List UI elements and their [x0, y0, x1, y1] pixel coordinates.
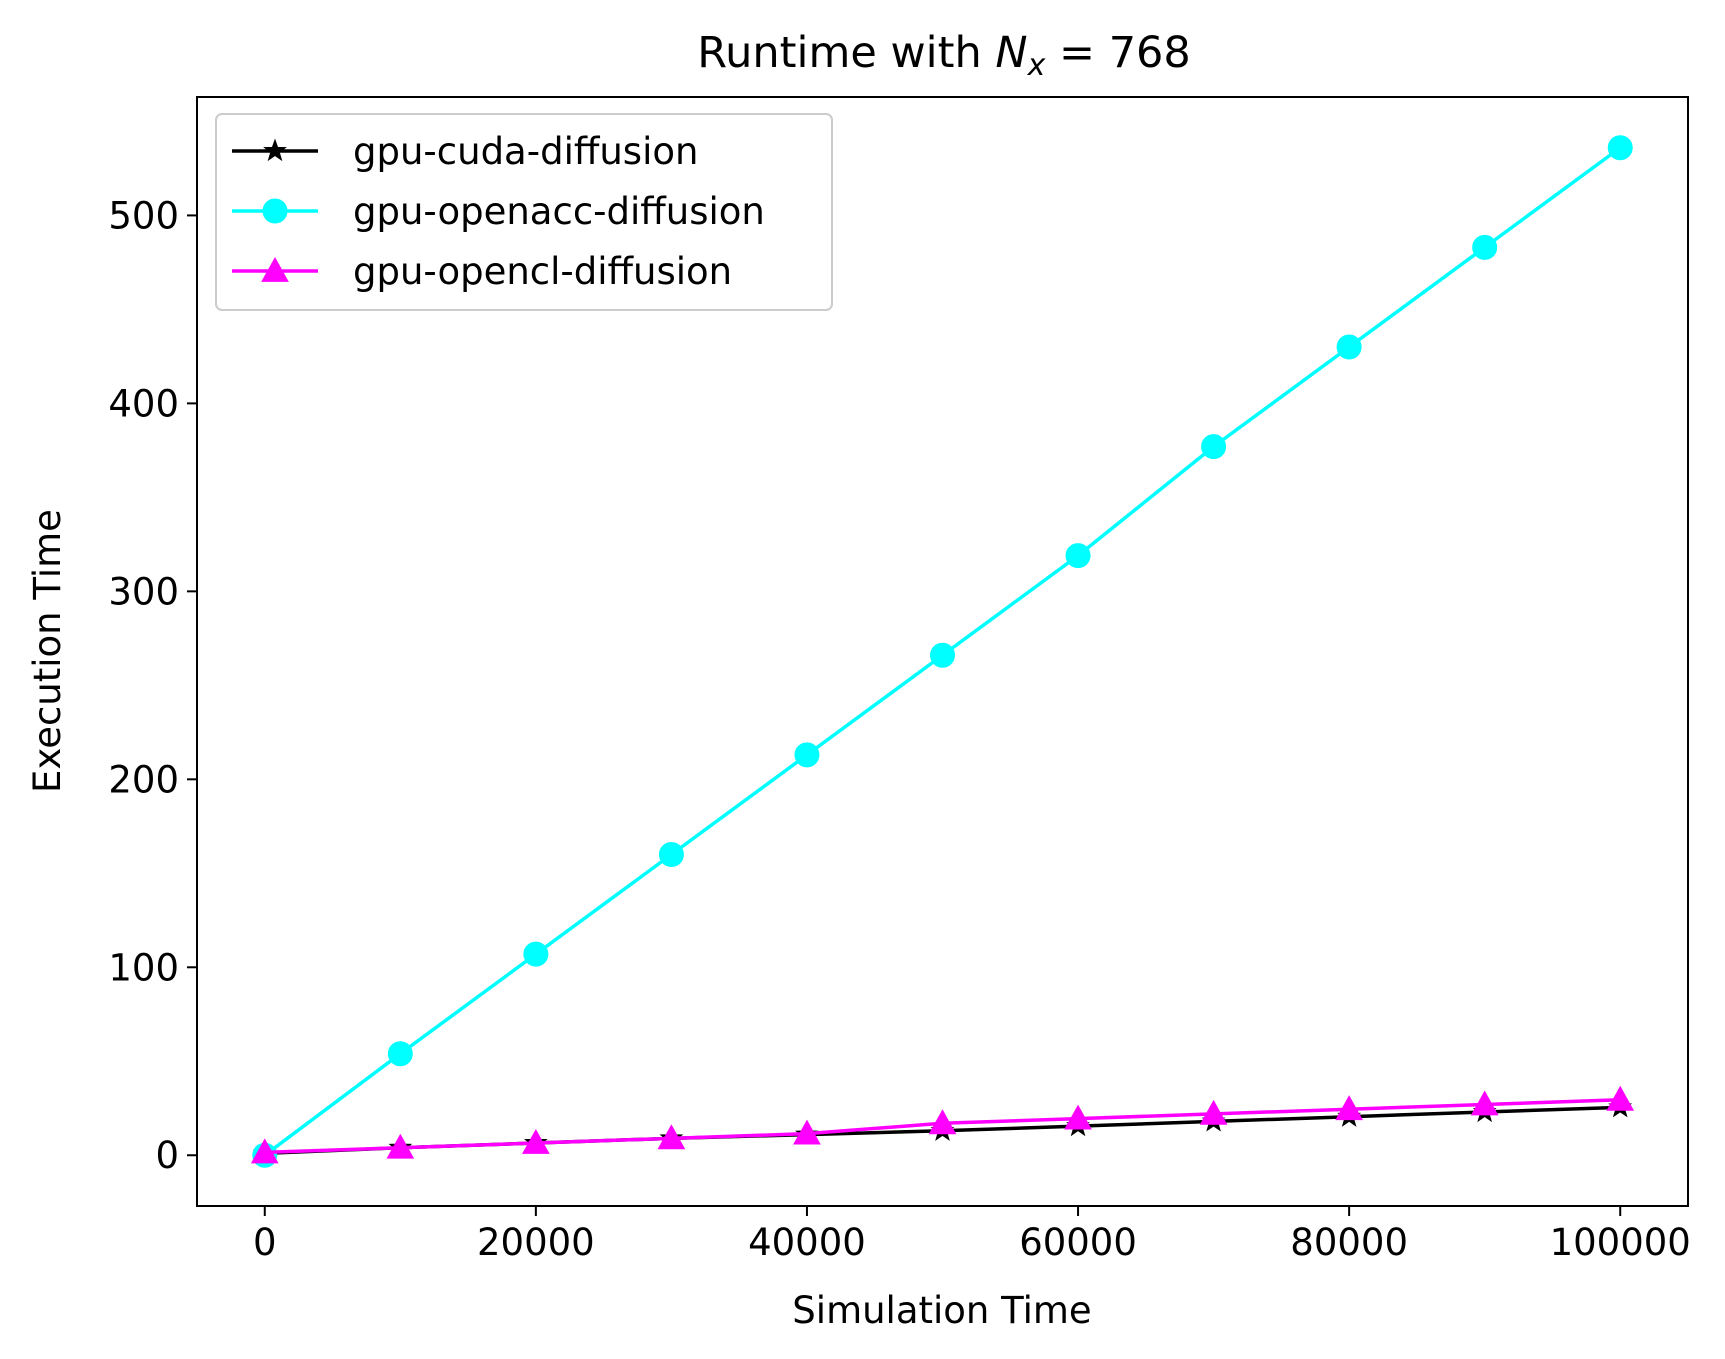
legend: gpu-cuda-diffusion gpu-openacc-diffusion g…	[215, 113, 833, 311]
x-axis: 0 20000 40000 60000 80000 100000	[253, 1206, 1691, 1264]
legend-label: gpu-openacc-diffusion	[353, 190, 765, 233]
y-axis: 0 100 200 300 400 500	[108, 194, 197, 1177]
plot-area	[250, 135, 1635, 1168]
legend-marker	[263, 138, 287, 162]
data-point	[928, 1109, 957, 1135]
data-point	[1470, 1090, 1499, 1116]
y-tick-label: 100	[108, 946, 179, 989]
data-point	[794, 742, 820, 768]
data-point	[1606, 1085, 1635, 1111]
legend-box	[215, 113, 833, 311]
data-point	[387, 1041, 413, 1067]
legend-entry: gpu-cuda-diffusion	[232, 130, 698, 173]
data-point	[1201, 434, 1227, 460]
x-tick-label: 100000	[1550, 1221, 1691, 1264]
x-tick-label: 80000	[1290, 1221, 1408, 1264]
data-point	[1064, 1104, 1092, 1130]
data-point	[250, 1138, 279, 1164]
data-point	[793, 1119, 821, 1145]
legend-entry: gpu-opencl-diffusion	[232, 250, 732, 293]
x-axis-label: Simulation Time	[792, 1289, 1091, 1332]
data-point	[1472, 234, 1498, 260]
x-tick-label: 60000	[1019, 1221, 1137, 1264]
y-tick-label: 500	[108, 194, 179, 237]
data-point	[1607, 135, 1633, 161]
data-point	[522, 1129, 550, 1154]
data-point	[523, 941, 549, 967]
y-tick-label: 200	[108, 758, 179, 801]
data-point	[1199, 1099, 1228, 1125]
legend-entry: gpu-openacc-diffusion	[232, 190, 765, 233]
x-tick-label: 0	[253, 1221, 277, 1264]
data-point	[1335, 1095, 1363, 1121]
legend-marker	[262, 198, 288, 224]
y-tick-label: 0	[155, 1134, 179, 1177]
x-tick-label: 40000	[748, 1221, 866, 1264]
y-tick-label: 400	[108, 382, 179, 425]
x-tick-label: 20000	[477, 1221, 595, 1264]
plot-frame	[196, 96, 1689, 1207]
data-point	[1065, 543, 1091, 569]
legend-label: gpu-cuda-diffusion	[353, 130, 698, 173]
legend-label: gpu-opencl-diffusion	[353, 250, 732, 293]
data-point	[657, 1124, 686, 1150]
series-gpu-opencl-diffusion	[250, 1085, 1635, 1164]
data-point	[1336, 334, 1362, 360]
chart-title: Runtime with Nx = 768	[697, 28, 1191, 83]
data-point	[386, 1133, 415, 1159]
y-tick-label: 300	[108, 570, 179, 613]
y-axis-label: Execution Time	[26, 509, 69, 793]
data-point	[930, 642, 955, 668]
legend-marker	[261, 256, 289, 282]
data-point	[658, 842, 684, 868]
series-gpu-openacc-diffusion	[252, 135, 1633, 1168]
